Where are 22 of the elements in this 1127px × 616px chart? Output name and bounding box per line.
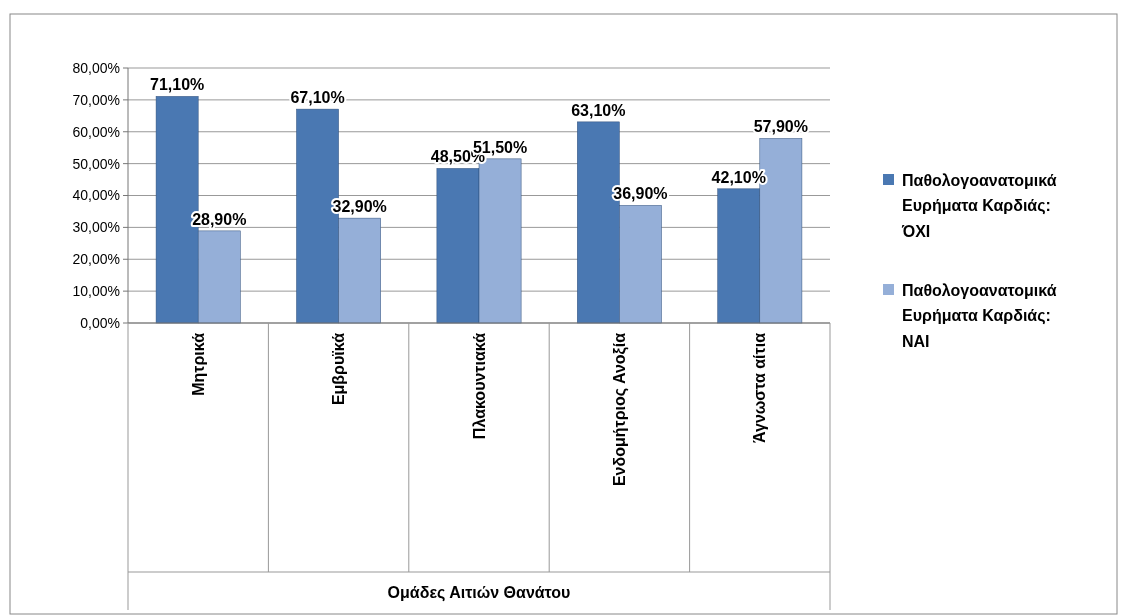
y-tick-label: 40,00% [72, 187, 120, 204]
x-tick-label: Άγνωστα αίτια [751, 332, 769, 443]
y-tick-label: 30,00% [72, 219, 120, 236]
x-tick-label: Ενδομήτριος Ανοξία [611, 332, 629, 487]
x-tick-label: Πλακουντιακά [470, 332, 488, 440]
y-tick-label: 20,00% [72, 251, 120, 268]
data-label: 57,90% [753, 118, 808, 136]
y-tick-label: 60,00% [72, 123, 120, 140]
y-tick-label: 50,00% [72, 155, 120, 172]
data-label: 42,10% [711, 168, 766, 186]
data-label: 67,10% [290, 89, 345, 107]
x-tick-label: Μητρικά [189, 332, 207, 396]
legend-label: Παθολογοανατομικά Ευρήματα Καρδιάς: ΌΧΙ [901, 171, 1057, 240]
data-label: 71,10% [150, 76, 205, 94]
y-tick-label: 80,00% [72, 59, 120, 76]
text: Ομάδες Αιτιών Θανάτου [387, 584, 571, 602]
y-tick-label: 70,00% [72, 91, 120, 108]
legend-label: Παθολογοανατομικά Ευρήματα Καρδιάς: ΝΑΙ [902, 281, 1057, 350]
data-label: 63,10% [571, 101, 626, 119]
x-tick-label: Εμβρυϊκά [330, 332, 348, 406]
y-tick-label: 10,00% [72, 283, 120, 300]
y-tick-label: 0,00% [80, 314, 120, 331]
